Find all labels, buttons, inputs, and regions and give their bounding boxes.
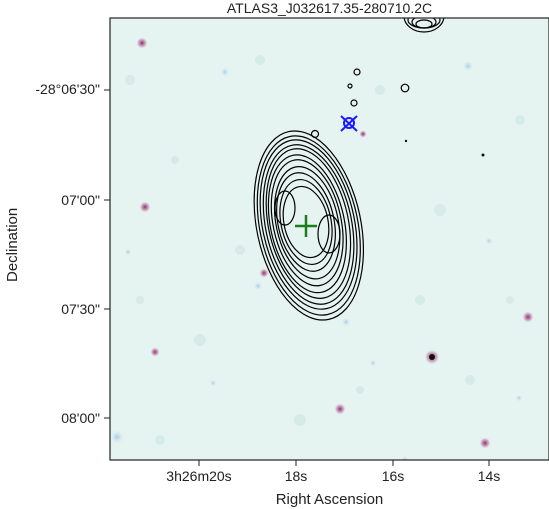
y-tick-label: 07'30" [61,301,100,317]
y-tick-label: -28°06'30" [35,81,100,97]
x-tick-label: 3h26m20s [166,468,232,484]
x-tick-label: 14s [477,468,501,484]
y-tick-label: 07'00" [61,192,100,208]
green-cross-marker [295,215,317,237]
plot-frame [109,17,549,461]
y-ticks [104,89,110,419]
y-tick-label: 08'00" [61,410,100,426]
blue-circle-x-marker [340,115,358,132]
chart-title: ATLAS3_J032617.35-280710.2C [226,0,433,16]
x-tick-label: 16s [381,468,405,484]
x-axis-label: Right Ascension [275,491,384,508]
contours [253,18,445,321]
background-image [110,18,549,460]
x-tick-label: 18s [284,468,308,484]
x-ticks [198,460,490,466]
